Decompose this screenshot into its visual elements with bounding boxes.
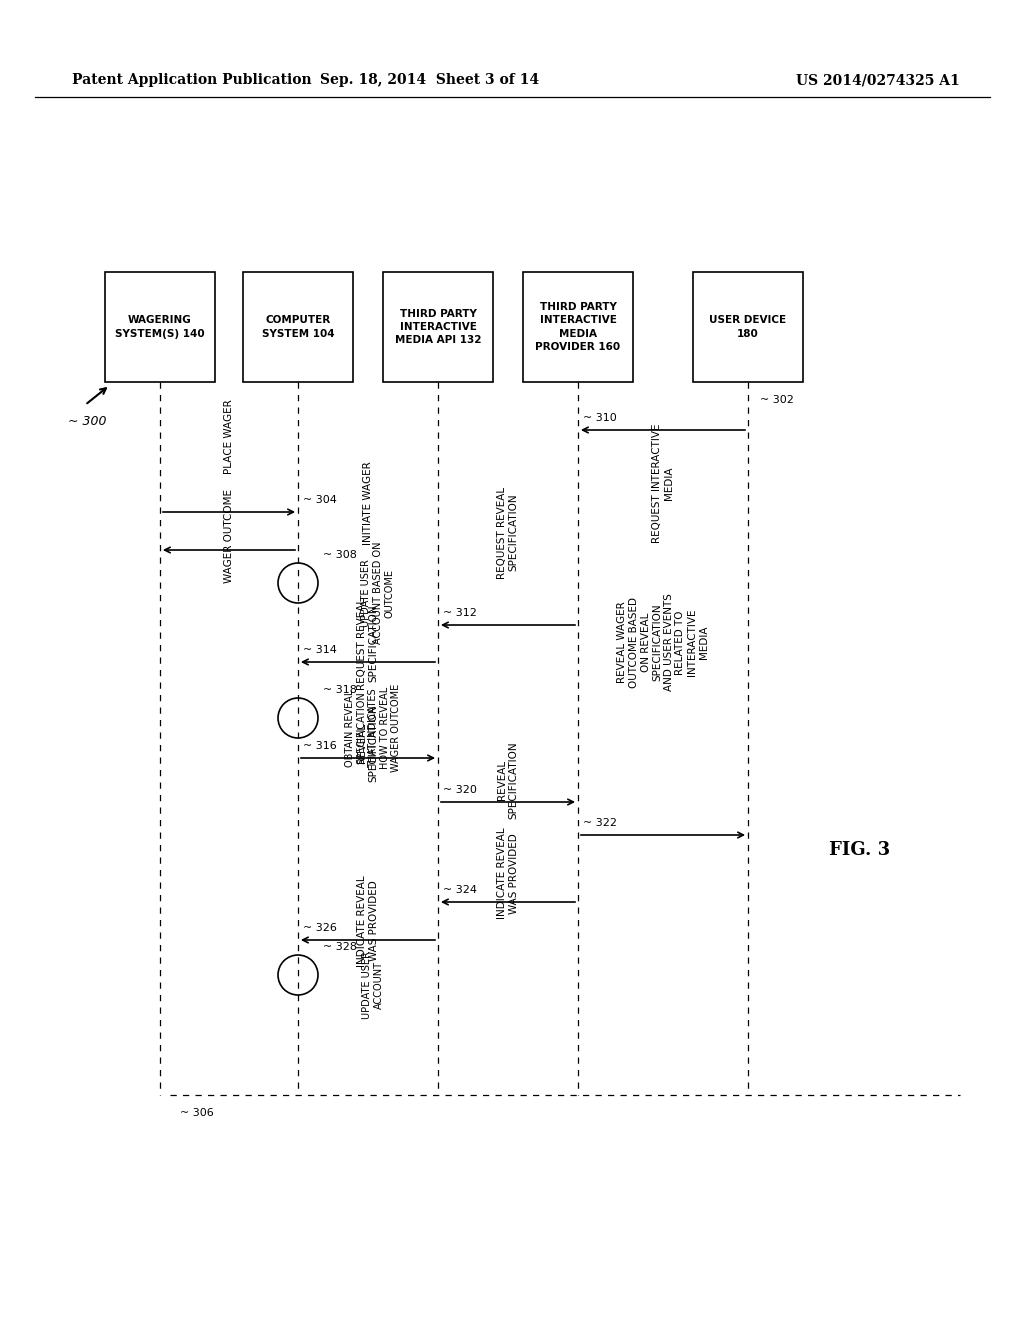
Text: ~ 314: ~ 314 — [303, 645, 337, 655]
Text: PLACE WAGER: PLACE WAGER — [224, 400, 234, 474]
Text: ~ 306: ~ 306 — [180, 1107, 214, 1118]
Text: ~ 326: ~ 326 — [303, 923, 337, 933]
Text: UPDATE USER
ACCOUNT BASED ON
OUTCOME: UPDATE USER ACCOUNT BASED ON OUTCOME — [361, 541, 394, 644]
Text: Patent Application Publication: Patent Application Publication — [72, 73, 311, 87]
Text: INDICATE REVEAL
WAS PROVIDED: INDICATE REVEAL WAS PROVIDED — [498, 828, 519, 919]
Text: ~ 328: ~ 328 — [323, 942, 357, 952]
Bar — [693, 272, 803, 381]
Text: USER DEVICE
180: USER DEVICE 180 — [710, 315, 786, 339]
Text: REVEAL
SPECIFICATION: REVEAL SPECIFICATION — [498, 742, 519, 818]
Text: OBTAIN REVEAL
SPECIFICATION
THAT INDICATES
HOW TO REVEAL
WAGER OUTCOME: OBTAIN REVEAL SPECIFICATION THAT INDICAT… — [345, 684, 401, 772]
Text: REQUEST INTERACTIVE
MEDIA: REQUEST INTERACTIVE MEDIA — [652, 424, 674, 544]
Text: REVEAL WAGER
OUTCOME BASED
ON REVEAL
SPECIFICATION
AND USER EVENTS
RELATED TO
IN: REVEAL WAGER OUTCOME BASED ON REVEAL SPE… — [617, 594, 709, 692]
Bar — [523, 272, 633, 381]
Bar — [243, 272, 353, 381]
Text: Sep. 18, 2014  Sheet 3 of 14: Sep. 18, 2014 Sheet 3 of 14 — [321, 73, 540, 87]
Text: REQUEST REVEAL
SPECIFICATION: REQUEST REVEAL SPECIFICATION — [357, 598, 379, 689]
Text: ~ 318: ~ 318 — [323, 685, 357, 696]
Text: REQUEST REVEAL
SPECIFICATION: REQUEST REVEAL SPECIFICATION — [498, 487, 519, 578]
Text: WAGERING
SYSTEM(S) 140: WAGERING SYSTEM(S) 140 — [115, 315, 205, 339]
Text: UPDATE USER
ACCOUNT: UPDATE USER ACCOUNT — [362, 952, 384, 1019]
Text: ~ 316: ~ 316 — [303, 741, 337, 751]
Text: INITIATE WAGER: INITIATE WAGER — [362, 462, 373, 545]
Text: US 2014/0274325 A1: US 2014/0274325 A1 — [797, 73, 961, 87]
Text: ~ 324: ~ 324 — [443, 884, 477, 895]
Text: FIG. 3: FIG. 3 — [829, 841, 891, 859]
Text: WAGER OUTCOME: WAGER OUTCOME — [224, 488, 234, 583]
Text: COMPUTER
SYSTEM 104: COMPUTER SYSTEM 104 — [262, 315, 334, 339]
Bar — [105, 272, 215, 381]
Text: ~ 300: ~ 300 — [68, 414, 106, 428]
Bar — [383, 272, 493, 381]
Text: ~ 320: ~ 320 — [443, 785, 477, 795]
Text: ~ 308: ~ 308 — [323, 550, 357, 560]
Text: ~ 312: ~ 312 — [443, 609, 477, 618]
Text: THIRD PARTY
INTERACTIVE
MEDIA
PROVIDER 160: THIRD PARTY INTERACTIVE MEDIA PROVIDER 1… — [536, 302, 621, 352]
Text: ~ 310: ~ 310 — [583, 413, 616, 422]
Text: THIRD PARTY
INTERACTIVE
MEDIA API 132: THIRD PARTY INTERACTIVE MEDIA API 132 — [394, 309, 481, 346]
Text: ~ 304: ~ 304 — [303, 495, 337, 506]
Text: REVEAL
SPECIFICATION: REVEAL SPECIFICATION — [357, 704, 379, 781]
Text: ~ 322: ~ 322 — [583, 818, 617, 828]
Text: ~ 302: ~ 302 — [760, 395, 794, 405]
Text: INDICATE REVEAL
WAS PROVIDED: INDICATE REVEAL WAS PROVIDED — [357, 875, 379, 966]
